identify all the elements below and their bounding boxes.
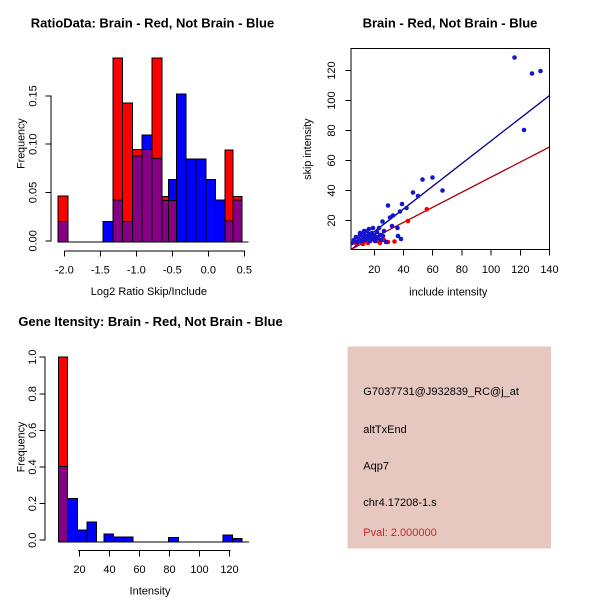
svg-text:20: 20 <box>368 264 380 276</box>
svg-text:-0.5: -0.5 <box>163 264 182 276</box>
svg-text:40: 40 <box>326 184 338 196</box>
svg-text:0.0: 0.0 <box>201 264 216 276</box>
svg-text:0.8: 0.8 <box>27 386 39 401</box>
svg-text:-1.0: -1.0 <box>127 264 146 276</box>
svg-text:100: 100 <box>326 91 338 109</box>
svg-text:RatioData: Brain - Red, Not Br: RatioData: Brain - Red, Not Brain - Blue <box>31 15 274 30</box>
svg-text:0.5: 0.5 <box>237 264 252 276</box>
svg-text:0.00: 0.00 <box>27 230 39 251</box>
svg-text:Log2 Ratio Skip/Include: Log2 Ratio Skip/Include <box>91 286 207 298</box>
svg-text:altTxEnd: altTxEnd <box>363 424 406 436</box>
svg-text:chr4.17208-1.s: chr4.17208-1.s <box>363 497 437 509</box>
svg-text:Pval: 2.000000: Pval: 2.000000 <box>363 527 436 539</box>
svg-text:Aqp7: Aqp7 <box>363 460 389 472</box>
svg-text:20: 20 <box>326 214 338 226</box>
svg-text:-1.5: -1.5 <box>91 264 110 276</box>
svg-text:include intensity: include intensity <box>409 287 488 299</box>
svg-text:60: 60 <box>133 564 145 576</box>
svg-text:120: 120 <box>511 264 529 276</box>
svg-text:80: 80 <box>326 124 338 136</box>
svg-text:80: 80 <box>163 564 175 576</box>
svg-text:Gene Itensity: Brain - Red, No: Gene Itensity: Brain - Red, Not Brain - … <box>18 314 282 329</box>
svg-text:-2.0: -2.0 <box>55 264 74 276</box>
svg-text:0.4: 0.4 <box>27 459 39 474</box>
svg-text:120: 120 <box>326 61 338 79</box>
svg-text:Brain - Red, Not Brain - Blue: Brain - Red, Not Brain - Blue <box>363 15 538 30</box>
svg-text:100: 100 <box>190 564 208 576</box>
svg-text:40: 40 <box>103 564 115 576</box>
svg-text:0.05: 0.05 <box>27 182 39 203</box>
svg-text:Frequency: Frequency <box>15 421 27 472</box>
svg-text:140: 140 <box>540 264 558 276</box>
svg-text:0.6: 0.6 <box>27 423 39 438</box>
svg-text:skip intensity: skip intensity <box>302 118 314 180</box>
svg-text:80: 80 <box>456 264 468 276</box>
svg-text:60: 60 <box>427 264 439 276</box>
svg-text:1.0: 1.0 <box>27 350 39 365</box>
svg-text:Intensity: Intensity <box>130 586 171 598</box>
svg-text:Frequency: Frequency <box>16 118 28 169</box>
svg-text:0.10: 0.10 <box>27 133 39 154</box>
svg-text:G7037731@J932839_RC@j_at: G7037731@J932839_RC@j_at <box>363 386 519 398</box>
svg-text:0.0: 0.0 <box>27 533 39 548</box>
svg-text:120: 120 <box>220 564 238 576</box>
svg-text:0.2: 0.2 <box>27 496 39 511</box>
svg-text:100: 100 <box>482 264 500 276</box>
svg-text:60: 60 <box>326 154 338 166</box>
svg-text:0.15: 0.15 <box>27 85 39 106</box>
svg-text:40: 40 <box>397 264 409 276</box>
svg-text:20: 20 <box>73 564 85 576</box>
